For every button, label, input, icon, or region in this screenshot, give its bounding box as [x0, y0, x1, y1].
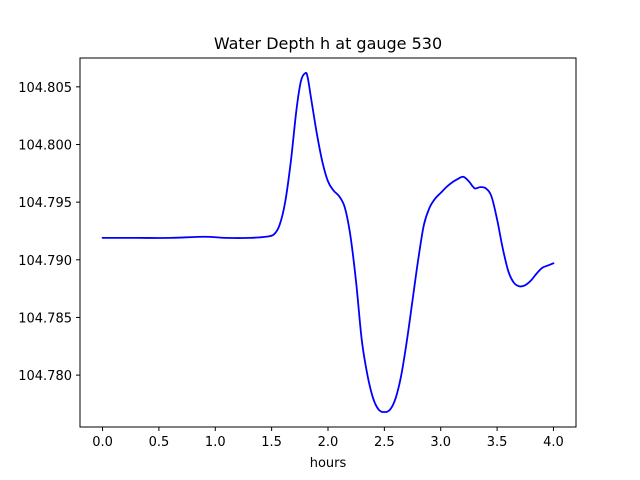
x-tick-label: 2.0: [318, 435, 339, 450]
chart-title: Water Depth h at gauge 530: [214, 34, 442, 53]
y-tick-label: 104.795: [18, 196, 72, 211]
y-tick-label: 104.790: [18, 254, 72, 269]
x-tick-label: 3.5: [487, 435, 508, 450]
x-tick-label: 1.0: [205, 435, 226, 450]
x-tick-label: 3.0: [430, 435, 451, 450]
series-layer: [101, 71, 555, 413]
series-line: [101, 71, 555, 413]
y-tick-label: 104.800: [18, 138, 72, 153]
y-tick-label: 104.805: [18, 81, 72, 96]
ticks-layer: 0.0 0.5 1.0 1.5 2.0 2.5 3.0 3.5 4.0 104.780 104.78…: [18, 81, 564, 450]
y-tick-label: 104.785: [18, 311, 72, 326]
x-tick-label: 2.5: [374, 435, 395, 450]
x-tick-label: 0.5: [149, 435, 170, 450]
x-axis-label: hours: [310, 456, 347, 471]
x-tick-label: 4.0: [543, 435, 564, 450]
x-tick-label: 1.5: [261, 435, 282, 450]
x-tick-label: 0.0: [92, 435, 113, 450]
y-tick-label: 104.780: [18, 369, 72, 384]
plot-frame: [79, 57, 577, 428]
